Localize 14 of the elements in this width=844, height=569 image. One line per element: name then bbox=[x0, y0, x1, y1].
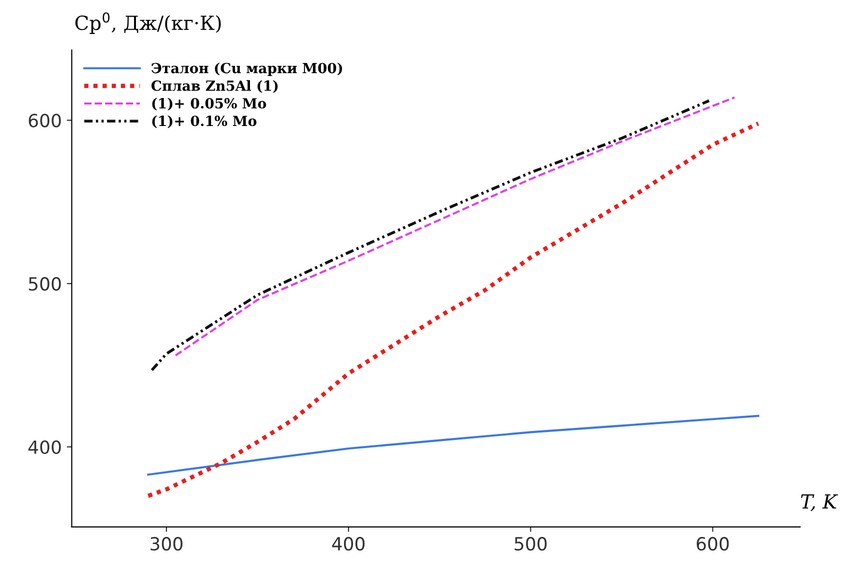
y-tick-label: 400 bbox=[28, 440, 61, 454]
x-tick-label: 500 bbox=[514, 536, 547, 551]
legend-label: Эталон (Cu марки M00) bbox=[151, 62, 342, 76]
legend-label: (1)+ 0.05% Mo bbox=[152, 98, 266, 111]
x-tick-label: 600 bbox=[696, 536, 729, 551]
y-axis-title: Cp$^{0}$, Дж/(кг·К) bbox=[75, 12, 221, 34]
legend-label: (1)+ 0.1% Mo bbox=[152, 115, 256, 128]
x-tick-label: 400 bbox=[332, 536, 365, 551]
line-series bbox=[147, 414, 760, 476]
y-tick-label: 600 bbox=[28, 114, 61, 128]
x-tick-label: 300 bbox=[150, 536, 182, 551]
y-tick-label: 500 bbox=[28, 277, 61, 291]
legend-label: Сплав Zn5Al (1) bbox=[151, 80, 278, 93]
x-axis-title: T, K bbox=[801, 494, 838, 512]
